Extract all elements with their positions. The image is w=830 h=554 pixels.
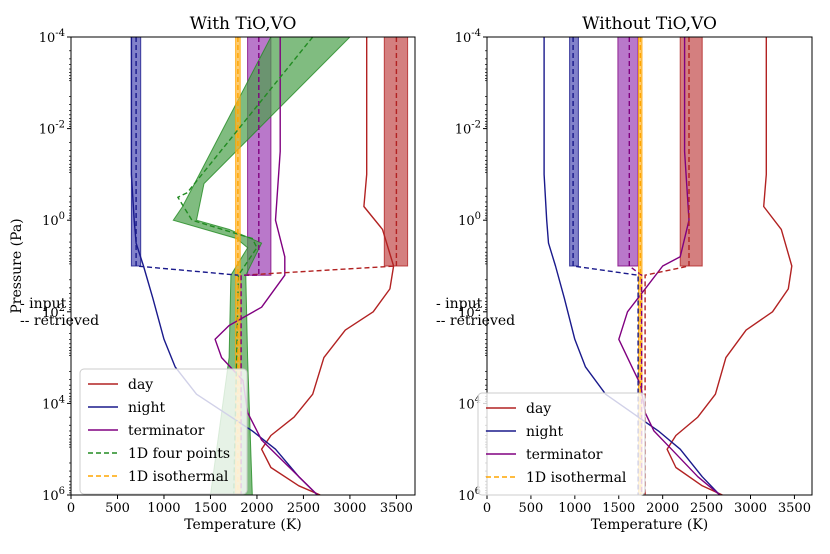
y-tick-label: 104 [42, 394, 65, 412]
y-tick-label: 10-4 [455, 28, 481, 46]
y-tick-label: 100 [458, 211, 481, 229]
y-tick-base: 10 [455, 31, 472, 46]
x-tick-label: 3000 [333, 501, 366, 516]
retrieved-line-1D-four-points-1 [176, 37, 314, 495]
x-axis-label: Temperature (K) [591, 517, 709, 533]
band-terminator-1 [617, 37, 639, 267]
y-axis-label: Pressure (Pa) [9, 218, 25, 313]
x-tick-label: 2500 [690, 501, 723, 516]
line-style-note: -- retrieved [20, 313, 99, 329]
legend-label: 1D four points [128, 446, 230, 462]
y-tick-base: 10 [455, 123, 472, 138]
axes-frame [486, 36, 813, 496]
panel-1: 0 500 1000 1500 2000 2500 3000 350010-410-21001… [9, 14, 416, 533]
x-tick-label: 1000 [147, 501, 180, 516]
y-tick-base: 10 [458, 306, 475, 321]
y-tick-base: 10 [458, 489, 475, 504]
y-tick-label: 106 [42, 486, 65, 504]
y-tick-exponent: 4 [59, 394, 65, 405]
legend-box [79, 368, 248, 495]
x-tick-label: 3500 [778, 501, 811, 516]
x-tick-label: 3000 [734, 501, 767, 516]
y-tick-exponent: 0 [59, 211, 65, 222]
input-line-terminator [618, 37, 721, 495]
legend: day night terminator 1D isothermal [477, 392, 646, 496]
legend-box [477, 392, 646, 496]
chart-title: Without TiO,VO [582, 14, 717, 34]
y-tick-exponent: 2 [59, 303, 65, 314]
plot-area [543, 37, 793, 495]
y-tick-exponent: -4 [55, 28, 65, 39]
y-tick-base: 10 [458, 214, 475, 229]
x-tick-label: 0 [483, 501, 491, 516]
retrieved-line-night-1 [572, 37, 639, 495]
y-tick-label: 10-2 [455, 120, 481, 138]
line-style-note: - input [436, 296, 483, 312]
y-tick-label: 102 [42, 303, 65, 321]
legend-label: terminator [128, 423, 205, 439]
x-tick-label: 2500 [287, 501, 320, 516]
y-tick-base: 10 [42, 489, 59, 504]
y-tick-exponent: 2 [475, 303, 481, 314]
y-tick-exponent: -2 [55, 120, 65, 131]
y-tick-exponent: -2 [471, 120, 481, 131]
input-line-night [130, 37, 318, 495]
y-tick-base: 10 [42, 214, 59, 229]
plot-area [130, 37, 409, 495]
y-tick-exponent: -4 [471, 28, 481, 39]
legend-label: terminator [526, 447, 603, 463]
input-line-terminator [214, 37, 318, 495]
legend-label: day [526, 401, 551, 417]
y-tick-label: 10-2 [39, 120, 65, 138]
axes-frame [70, 36, 416, 496]
y-tick-label: 100 [42, 211, 65, 229]
x-axis-label: Temperature (K) [184, 517, 302, 533]
y-tick-base: 10 [458, 397, 475, 412]
band-1D-four-points [172, 37, 351, 495]
retrieved-line-day-1 [242, 37, 398, 276]
legend-label: night [526, 424, 563, 440]
retrieved-line-night-1 [135, 37, 239, 276]
x-tick-label: 500 [519, 501, 544, 516]
legend-label: night [128, 400, 165, 416]
y-tick-label: 102 [458, 303, 481, 321]
input-line-day [260, 37, 395, 495]
x-tick-label: 3500 [380, 501, 413, 516]
x-tick-label: 1000 [558, 501, 591, 516]
x-tick-label: 500 [105, 501, 130, 516]
line-style-note: -- retrieved [436, 313, 515, 329]
input-line-night [543, 37, 721, 495]
y-tick-exponent: 0 [475, 211, 481, 222]
band-day-1 [679, 37, 703, 267]
retrieved-line-day-1 [644, 37, 690, 495]
retrieved-line-terminator-1 [628, 37, 643, 495]
input-line-day [666, 37, 793, 495]
x-tick-label: 2000 [240, 501, 273, 516]
x-tick-label: 1500 [602, 501, 635, 516]
y-tick-base: 10 [42, 397, 59, 412]
legend-label: 1D isothermal [128, 469, 229, 485]
y-tick-exponent: 6 [59, 486, 65, 497]
x-tick-label: 0 [67, 501, 75, 516]
y-tick-base: 10 [39, 123, 56, 138]
legend-label: 1D isothermal [526, 470, 627, 486]
y-tick-base: 10 [39, 31, 56, 46]
line-style-note: - input [20, 296, 67, 312]
y-tick-base: 10 [42, 306, 59, 321]
legend: day night terminator 1D four points 1D isoth… [79, 368, 248, 495]
panel-2: 0 500 1000 1500 2000 2500 3000 350010-410-21001… [436, 14, 813, 533]
x-tick-label: 1500 [194, 501, 227, 516]
y-tick-label: 10-4 [39, 28, 65, 46]
legend-label: day [128, 377, 153, 393]
band-night-1 [569, 37, 579, 267]
chart-title: With TiO,VO [190, 14, 297, 34]
x-tick-label: 2000 [646, 501, 679, 516]
